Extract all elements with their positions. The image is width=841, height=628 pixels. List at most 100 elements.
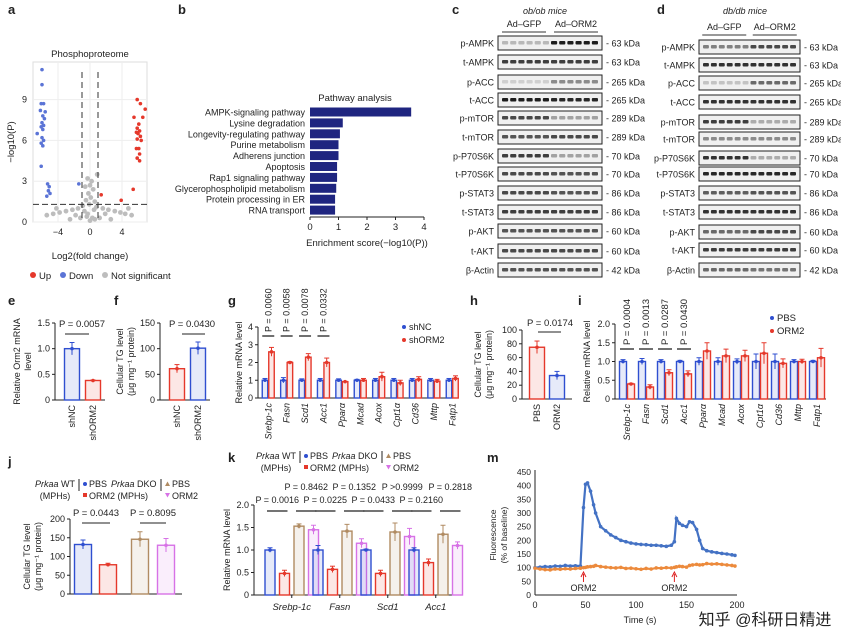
data-point-not-significant — [91, 207, 97, 213]
blot-band — [758, 100, 765, 104]
blot-band — [591, 229, 598, 233]
data-point-down — [45, 194, 49, 198]
blot-band — [591, 191, 598, 195]
blot-band — [526, 41, 533, 45]
p-value: P >0.9999 — [382, 482, 423, 492]
legend-marker — [83, 493, 87, 497]
blot-band — [726, 268, 733, 272]
blot-kda-label: - 60 kDa — [606, 227, 640, 237]
blot-band — [758, 248, 765, 252]
x-tick-label: Cd36 — [774, 404, 784, 426]
category-label: Protein processing in ER — [206, 195, 306, 205]
blot-band — [551, 229, 558, 233]
blot-band — [782, 156, 789, 160]
data-point — [733, 564, 737, 568]
blot-band — [718, 81, 725, 85]
data-point — [781, 361, 785, 366]
bar — [445, 379, 453, 399]
data-point — [725, 552, 729, 556]
blot-row-label: t-STAT3 — [462, 208, 494, 218]
p-value: P = 0.0174 — [527, 318, 573, 329]
blot-band — [734, 137, 741, 141]
bar-chart-f: 0 50 100 150 Cellular TG level (μg mg⁻¹ prote… — [115, 318, 215, 441]
data-point — [297, 524, 301, 528]
x-tick-label: ORM2 — [552, 404, 562, 430]
data-point-up — [137, 122, 141, 126]
y-axis-label: −log10(P) — [6, 121, 17, 162]
group-label: Ad–ORM2 — [555, 19, 597, 29]
data-point — [553, 567, 557, 571]
blot-band — [726, 45, 733, 49]
blot-band — [542, 60, 549, 64]
category-label: Adherens junction — [233, 151, 305, 161]
category-label: Purine metabolism — [230, 140, 305, 150]
bar-chart-h: 0 20 40 60 80 100 Cellular TG level (μg mg⁻¹ pr… — [473, 318, 573, 430]
bar — [298, 379, 306, 399]
category-label: AMPK-signaling pathway — [205, 108, 306, 118]
blot-band — [510, 268, 517, 272]
bar — [694, 360, 704, 400]
x-axis-label: Time (s) — [624, 615, 657, 625]
blot-row-label: β-Actin — [466, 266, 494, 276]
blot-band — [703, 210, 709, 214]
blot-band — [750, 230, 757, 234]
blot-band — [534, 116, 541, 120]
blot-band — [583, 80, 590, 84]
blot-band — [526, 80, 533, 84]
blot-band — [510, 210, 517, 214]
y-tick-label: 50 — [145, 369, 155, 379]
blot-row-label: p-P70S6K — [654, 154, 695, 164]
data-point — [533, 566, 537, 571]
blot-band — [526, 135, 533, 139]
data-point — [585, 565, 590, 569]
p-value: P = 0.0332 — [318, 288, 328, 332]
data-point — [687, 563, 692, 568]
bar-chart-e: 0 0.5 1.0 1.5 Relative Orm2 mRNA level shNC shO… — [12, 318, 105, 441]
blot-row-label: p-ACC — [467, 78, 495, 88]
panel-label-c: c — [452, 2, 459, 17]
data-point — [608, 533, 613, 537]
blot-band — [766, 156, 773, 160]
blot-row-label: p-mTOR — [661, 118, 696, 128]
blot-row-label: p-ACC — [668, 79, 696, 89]
blot-kda-label: - 63 kDa — [804, 61, 838, 71]
legend-marker — [30, 272, 36, 278]
blot-band — [710, 100, 717, 104]
data-point-not-significant — [86, 191, 91, 196]
blot-band — [766, 100, 773, 104]
blot-band — [510, 135, 517, 139]
blot-kda-label: - 70 kDa — [606, 170, 640, 180]
blot-band — [782, 268, 789, 272]
legend-k: Prkaa WT (MPHs) PBS Prkaa DKO ORM2 (MPHs) PBS… — [256, 451, 419, 473]
western-blot-c: ob/ob mice Ad–GFP Ad–ORM2 p-AMPK - 63 kDa t-A… — [453, 6, 645, 278]
data-point — [412, 548, 416, 552]
blot-band — [510, 154, 517, 158]
data-point — [91, 378, 95, 383]
bar — [293, 525, 305, 596]
blot-band — [774, 137, 781, 141]
x-tick-label: Acc1 — [424, 602, 446, 613]
bar — [390, 379, 398, 399]
blot-band — [534, 154, 541, 158]
data-point-down — [39, 125, 43, 129]
genotype: DKO — [356, 451, 378, 461]
bar — [156, 544, 176, 595]
data-point-up — [136, 131, 140, 136]
data-point — [300, 378, 304, 383]
data-point — [410, 378, 415, 383]
data-point-not-significant — [92, 199, 98, 205]
blot-band — [583, 116, 590, 120]
bar-chart-j: 0 50 100 150 200 Cellular TG level (μg mg⁻¹ pr… — [22, 508, 182, 599]
blot-band — [766, 191, 773, 195]
legend-label: PBS — [89, 479, 107, 489]
data-point — [70, 346, 74, 351]
blot-band — [790, 230, 796, 234]
blot-band — [774, 156, 781, 160]
data-point — [648, 385, 652, 389]
data-point — [697, 359, 701, 364]
blot-band — [518, 98, 525, 102]
blot-band — [726, 100, 733, 104]
blot-band — [750, 81, 757, 85]
blot-band — [758, 210, 765, 214]
blot-row-label: t-AKT — [471, 247, 495, 257]
